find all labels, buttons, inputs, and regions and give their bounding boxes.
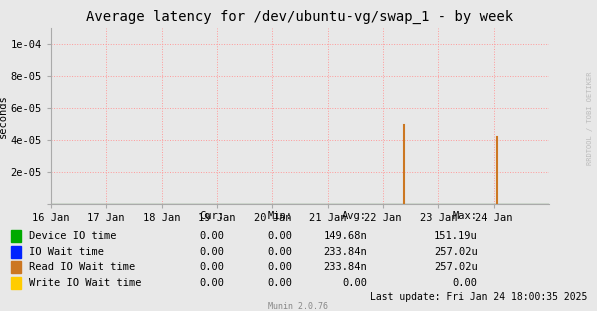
Text: 0.00: 0.00 (453, 278, 478, 288)
Text: 0.00: 0.00 (199, 231, 224, 241)
Text: RRDTOOL / TOBI OETIKER: RRDTOOL / TOBI OETIKER (587, 72, 593, 165)
Text: 0.00: 0.00 (267, 262, 293, 272)
Text: 233.84n: 233.84n (324, 262, 367, 272)
Text: 0.00: 0.00 (199, 278, 224, 288)
Text: Write IO Wait time: Write IO Wait time (29, 278, 141, 288)
Text: 257.02u: 257.02u (434, 247, 478, 257)
Text: 0.00: 0.00 (267, 247, 293, 257)
Text: 257.02u: 257.02u (434, 262, 478, 272)
Text: Cur:: Cur: (199, 211, 224, 221)
Text: 0.00: 0.00 (267, 231, 293, 241)
Text: 149.68n: 149.68n (324, 231, 367, 241)
Text: 151.19u: 151.19u (434, 231, 478, 241)
Text: Avg:: Avg: (342, 211, 367, 221)
Text: 0.00: 0.00 (267, 278, 293, 288)
Text: IO Wait time: IO Wait time (29, 247, 104, 257)
Title: Average latency for /dev/ubuntu-vg/swap_1 - by week: Average latency for /dev/ubuntu-vg/swap_… (87, 10, 513, 24)
Text: Last update: Fri Jan 24 18:00:35 2025: Last update: Fri Jan 24 18:00:35 2025 (370, 292, 587, 302)
Text: Max:: Max: (453, 211, 478, 221)
Text: 0.00: 0.00 (342, 278, 367, 288)
Text: Read IO Wait time: Read IO Wait time (29, 262, 135, 272)
Text: 0.00: 0.00 (199, 247, 224, 257)
Text: 0.00: 0.00 (199, 262, 224, 272)
Text: Min:: Min: (267, 211, 293, 221)
Text: 233.84n: 233.84n (324, 247, 367, 257)
Text: Device IO time: Device IO time (29, 231, 116, 241)
Y-axis label: seconds: seconds (0, 94, 8, 138)
Text: Munin 2.0.76: Munin 2.0.76 (269, 301, 328, 310)
